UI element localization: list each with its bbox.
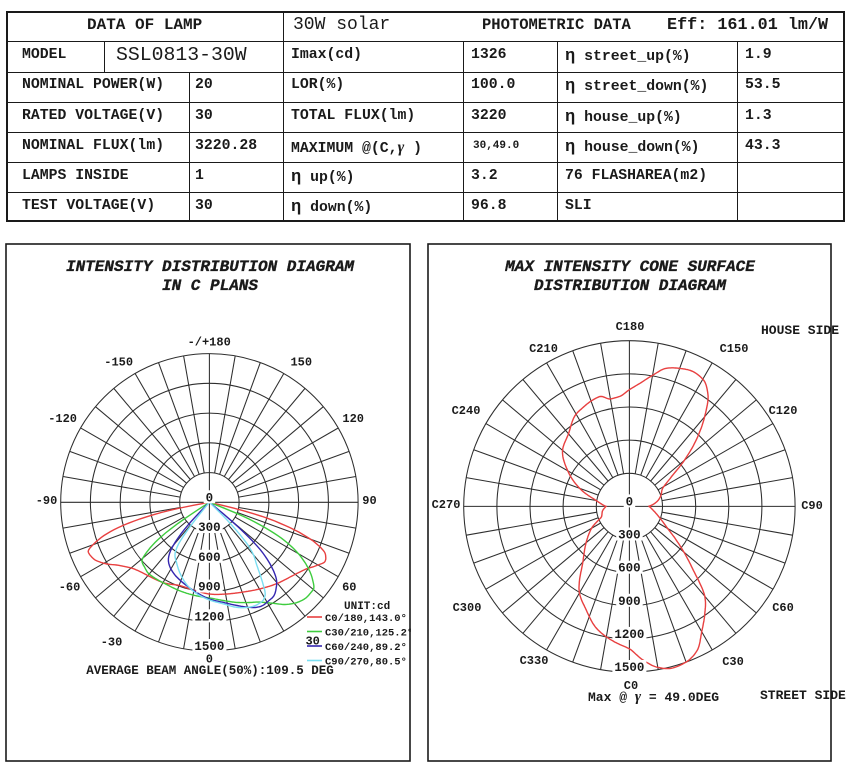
svg-text:600: 600 (198, 551, 221, 565)
svg-text:Max @ γ = 49.0DEG: Max @ γ = 49.0DEG (588, 689, 719, 705)
svg-text:1200: 1200 (194, 610, 224, 624)
svg-text:-30: -30 (101, 635, 123, 649)
svg-text:0: 0 (206, 653, 213, 667)
svg-text:C240: C240 (452, 404, 481, 418)
svg-text:1500: 1500 (614, 661, 644, 675)
svg-text:C210: C210 (529, 342, 558, 356)
svg-text:90: 90 (362, 494, 376, 508)
svg-text:C270: C270 (432, 498, 461, 512)
svg-text:900: 900 (198, 581, 221, 595)
svg-text:-60: -60 (59, 581, 81, 595)
svg-text:C120: C120 (769, 404, 798, 418)
svg-text:150: 150 (290, 356, 312, 370)
svg-text:C60/240,89.2°: C60/240,89.2° (325, 642, 407, 654)
svg-text:1200: 1200 (614, 628, 644, 642)
svg-text:C180: C180 (616, 320, 645, 334)
svg-text:INTENSITY DISTRIBUTION DIAGRAM: INTENSITY DISTRIBUTION DIAGRAM (66, 258, 355, 276)
svg-text:C60: C60 (772, 601, 794, 615)
svg-text:-120: -120 (48, 412, 77, 426)
svg-text:C330: C330 (520, 654, 549, 668)
svg-text:1500: 1500 (194, 640, 224, 654)
svg-text:C30: C30 (722, 655, 744, 669)
svg-text:C90: C90 (801, 499, 823, 513)
svg-text:C30/210,125.2°: C30/210,125.2° (325, 628, 411, 640)
svg-text:C150: C150 (720, 342, 749, 356)
svg-text:60: 60 (342, 581, 356, 595)
svg-text:C300: C300 (453, 601, 482, 615)
svg-text:C90/270,80.5°: C90/270,80.5° (325, 657, 407, 669)
svg-text:120: 120 (342, 412, 364, 426)
svg-text:0: 0 (626, 495, 634, 509)
svg-text:MAX INTENSITY CONE SURFACE: MAX INTENSITY CONE SURFACE (504, 258, 755, 276)
svg-text:-/+180: -/+180 (188, 336, 231, 350)
svg-text:-90: -90 (36, 494, 58, 508)
svg-text:0: 0 (206, 491, 214, 505)
svg-text:DISTRIBUTION DIAGRAM: DISTRIBUTION DIAGRAM (534, 277, 727, 295)
svg-text:300: 300 (618, 529, 641, 543)
svg-text:C0: C0 (624, 679, 638, 693)
svg-text:C0/180,143.0°: C0/180,143.0° (325, 613, 407, 625)
svg-text:UNIT:cd: UNIT:cd (344, 601, 390, 613)
svg-text:-150: -150 (104, 356, 133, 370)
svg-text:600: 600 (618, 562, 641, 576)
svg-text:AVERAGE BEAM ANGLE(50%):109.5: AVERAGE BEAM ANGLE(50%):109.5 DEG (86, 664, 334, 678)
svg-text:900: 900 (618, 595, 641, 609)
svg-text:IN C PLANS: IN C PLANS (162, 277, 258, 295)
svg-text:300: 300 (198, 521, 221, 535)
